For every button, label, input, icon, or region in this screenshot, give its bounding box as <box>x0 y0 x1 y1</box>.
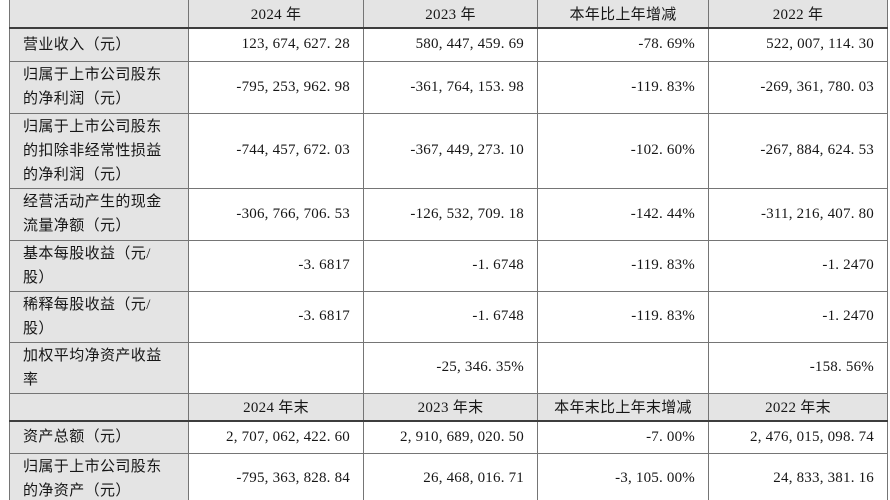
cell-net-assets-2022: 24, 833, 381. 16 <box>708 452 888 500</box>
cell-basic-eps-2023: -1. 6748 <box>363 239 538 292</box>
row-label-net-profit-excl-nonrecurring: 归属于上市公司股东 的扣除非经常性损益 的净利润（元） <box>9 112 189 189</box>
cell-diluted-eps-2023: -1. 6748 <box>363 290 538 343</box>
cell-roe-change <box>537 341 709 394</box>
cell-roe-2024 <box>188 341 364 394</box>
cell-net-profit-excl-2023: -367, 449, 273. 10 <box>363 112 538 189</box>
cell-revenue-2023: 580, 447, 459. 69 <box>363 27 538 62</box>
column-header-yoy-change: 本年比上年增减 <box>537 0 709 29</box>
cell-cash-flow-2024: -306, 766, 706. 53 <box>188 187 364 241</box>
column-header-2023: 2023 年 <box>363 0 538 29</box>
column-header-2024-year-end: 2024 年末 <box>188 392 364 422</box>
cell-basic-eps-2024: -3. 6817 <box>188 239 364 292</box>
cell-basic-eps-2022: -1. 2470 <box>708 239 888 292</box>
row-label-basic-eps: 基本每股收益（元/ 股） <box>9 239 189 292</box>
column-header-year-end-change: 本年末比上年末增减 <box>537 392 709 422</box>
row-label-operating-cash-flow: 经营活动产生的现金 流量净额（元） <box>9 187 189 241</box>
cell-net-profit-change: -119. 83% <box>537 60 709 114</box>
table-row-net-profit: 归属于上市公司股东 的净利润（元） -795, 253, 962. 98 -36… <box>9 60 888 114</box>
table-row-diluted-eps: 稀释每股收益（元/ 股） -3. 6817 -1. 6748 -119. 83%… <box>9 290 888 343</box>
column-header-2022-year-end: 2022 年末 <box>708 392 888 422</box>
cell-revenue-change: -78. 69% <box>537 27 709 62</box>
cell-total-assets-2022: 2, 476, 015, 098. 74 <box>708 420 888 454</box>
table-row-operating-cash-flow: 经营活动产生的现金 流量净额（元） -306, 766, 706. 53 -12… <box>9 187 888 241</box>
cell-net-profit-2023: -361, 764, 153. 98 <box>363 60 538 114</box>
row-label-net-assets: 归属于上市公司股东 的净资产（元） <box>9 452 189 500</box>
cell-net-profit-excl-change: -102. 60% <box>537 112 709 189</box>
cell-total-assets-change: -7. 00% <box>537 420 709 454</box>
cell-diluted-eps-2024: -3. 6817 <box>188 290 364 343</box>
cell-basic-eps-change: -119. 83% <box>537 239 709 292</box>
table-row-net-profit-excl-nonrecurring: 归属于上市公司股东 的扣除非经常性损益 的净利润（元） -744, 457, 6… <box>9 112 888 189</box>
column-header-2022: 2022 年 <box>708 0 888 29</box>
table-header-annual: 2024 年 2023 年 本年比上年增减 2022 年 <box>9 0 888 29</box>
table-row-net-assets: 归属于上市公司股东 的净资产（元） -795, 363, 828. 84 26,… <box>9 452 888 500</box>
row-label-diluted-eps: 稀释每股收益（元/ 股） <box>9 290 189 343</box>
cell-revenue-2022: 522, 007, 114. 30 <box>708 27 888 62</box>
cell-cash-flow-2023: -126, 532, 709. 18 <box>363 187 538 241</box>
cell-diluted-eps-2022: -1. 2470 <box>708 290 888 343</box>
cell-net-profit-2022: -269, 361, 780. 03 <box>708 60 888 114</box>
cell-revenue-2024: 123, 674, 627. 28 <box>188 27 364 62</box>
column-header-2024: 2024 年 <box>188 0 364 29</box>
cell-total-assets-2024: 2, 707, 062, 422. 60 <box>188 420 364 454</box>
cell-cash-flow-2022: -311, 216, 407. 80 <box>708 187 888 241</box>
row-label-revenue: 营业收入（元） <box>9 27 189 62</box>
cell-net-profit-2024: -795, 253, 962. 98 <box>188 60 364 114</box>
row-label-weighted-avg-roe: 加权平均净资产收益 率 <box>9 341 189 394</box>
table-row-basic-eps: 基本每股收益（元/ 股） -3. 6817 -1. 6748 -119. 83%… <box>9 239 888 292</box>
row-label-total-assets: 资产总额（元） <box>9 420 189 454</box>
cell-net-assets-2024: -795, 363, 828. 84 <box>188 452 364 500</box>
cell-roe-2022: -158. 56% <box>708 341 888 394</box>
column-header-2023-year-end: 2023 年末 <box>363 392 538 422</box>
header-blank-cell <box>9 0 189 29</box>
cell-cash-flow-change: -142. 44% <box>537 187 709 241</box>
cell-roe-2023: -25, 346. 35% <box>363 341 538 394</box>
table-row-revenue: 营业收入（元） 123, 674, 627. 28 580, 447, 459.… <box>9 27 888 62</box>
table-row-weighted-avg-roe: 加权平均净资产收益 率 -25, 346. 35% -158. 56% <box>9 341 888 394</box>
cell-net-profit-excl-2022: -267, 884, 624. 53 <box>708 112 888 189</box>
cell-total-assets-2023: 2, 910, 689, 020. 50 <box>363 420 538 454</box>
cell-net-profit-excl-2024: -744, 457, 672. 03 <box>188 112 364 189</box>
table-header-year-end: 2024 年末 2023 年末 本年末比上年末增减 2022 年末 <box>9 392 888 422</box>
header-blank-cell-year-end <box>9 392 189 422</box>
financial-summary-table: 2024 年 2023 年 本年比上年增减 2022 年 营业收入（元） 123… <box>9 0 888 500</box>
cell-net-assets-change: -3, 105. 00% <box>537 452 709 500</box>
row-label-net-profit: 归属于上市公司股东 的净利润（元） <box>9 60 189 114</box>
table-row-total-assets: 资产总额（元） 2, 707, 062, 422. 60 2, 910, 689… <box>9 420 888 454</box>
cell-net-assets-2023: 26, 468, 016. 71 <box>363 452 538 500</box>
cell-diluted-eps-change: -119. 83% <box>537 290 709 343</box>
